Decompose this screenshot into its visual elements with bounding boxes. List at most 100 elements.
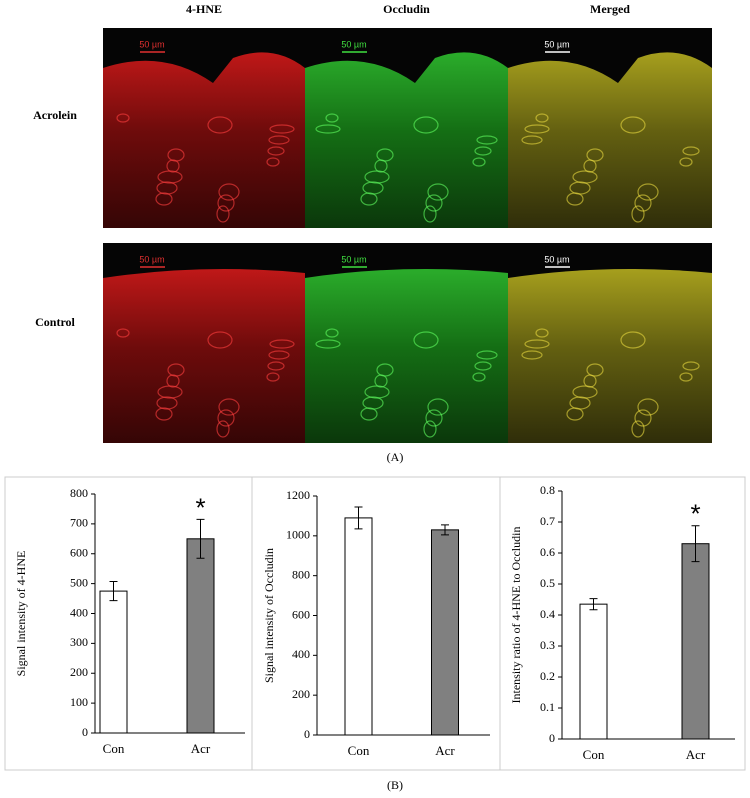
y-tick-label: 200 (292, 687, 310, 701)
cell (679, 372, 693, 382)
error-bar (691, 525, 700, 563)
tissue (508, 269, 712, 443)
scale-bar-label: 50 µm (544, 39, 569, 49)
cell (423, 205, 437, 223)
cell (427, 398, 449, 416)
cell (216, 420, 230, 438)
y-tick-label: 1000 (286, 528, 310, 542)
cell (472, 372, 486, 382)
cell (620, 116, 646, 134)
x-tick-label: Acr (435, 743, 455, 758)
cell (425, 194, 443, 212)
cell (269, 339, 295, 349)
scale-bar-label: 50 µm (341, 39, 366, 49)
error-bar (109, 581, 118, 602)
cell (374, 374, 388, 388)
panel-b-label: (B) (387, 778, 403, 792)
x-tick-label: Con (103, 741, 125, 756)
cell (476, 135, 498, 145)
bar (579, 603, 608, 740)
scale-bar-label: 50 µm (341, 254, 366, 264)
tissue (103, 269, 305, 443)
x-tick-label: Acr (686, 747, 706, 762)
y-tick-label: 1200 (286, 488, 310, 502)
y-axis-label: Signal intensity of Occludin (262, 548, 276, 683)
cell (682, 361, 700, 371)
bar (99, 590, 128, 734)
panel-b-frame (4, 476, 746, 771)
y-tick-label: 0.6 (540, 545, 555, 559)
cell (474, 361, 492, 371)
y-tick-label: 0.2 (540, 669, 555, 683)
cell (360, 407, 378, 421)
error-bar (441, 524, 449, 536)
cell (266, 157, 280, 167)
cell (267, 146, 285, 156)
cell (166, 159, 180, 173)
x-tick-label: Con (348, 743, 370, 758)
cell (474, 146, 492, 156)
cell (207, 116, 233, 134)
cell (360, 192, 378, 206)
tissue (305, 269, 508, 443)
row-label: Acrolein (33, 108, 77, 122)
y-tick-label: 0.7 (540, 514, 555, 528)
cell (631, 205, 645, 223)
cell (425, 409, 443, 427)
cell (157, 170, 183, 184)
y-tick-label: 0.3 (540, 638, 555, 652)
cell (217, 409, 235, 427)
y-tick-label: 500 (70, 575, 88, 589)
cell (157, 385, 183, 399)
cell (116, 328, 130, 338)
cell (268, 135, 290, 145)
scale-bar-label: 50 µm (139, 39, 164, 49)
x-tick-label: Con (583, 747, 605, 762)
cell (207, 331, 233, 349)
y-tick-label: 0.5 (540, 576, 555, 590)
cell (535, 113, 549, 123)
cell (535, 328, 549, 338)
cell (637, 398, 659, 416)
cell (521, 135, 543, 145)
column-header: Occludin (383, 2, 430, 16)
cell (267, 361, 285, 371)
bar (681, 543, 710, 740)
cell (266, 372, 280, 382)
bar (344, 517, 373, 736)
cell (472, 157, 486, 167)
cell (521, 350, 543, 360)
y-tick-label: 600 (292, 607, 310, 621)
cell (524, 339, 550, 349)
scale-bar-label: 50 µm (139, 254, 164, 264)
cell (315, 339, 341, 349)
bar (186, 538, 215, 734)
cell (682, 146, 700, 156)
cell (413, 116, 439, 134)
cell (566, 192, 584, 206)
cell (374, 159, 388, 173)
cell (586, 363, 604, 377)
bar (431, 529, 459, 736)
error-bar (589, 598, 598, 611)
column-header: 4-HNE (186, 2, 222, 16)
cell (586, 148, 604, 162)
significance-mark: * (690, 499, 700, 529)
cell (116, 113, 130, 123)
cell (216, 205, 230, 223)
cell (269, 124, 295, 134)
y-axis-label: Signal intensity of 4-HNE (14, 551, 28, 677)
row-label: Control (35, 315, 75, 329)
y-tick-label: 0.4 (540, 607, 555, 621)
cell (315, 124, 341, 134)
cell (325, 113, 339, 123)
cell (427, 183, 449, 201)
cell (155, 192, 173, 206)
y-tick-label: 100 (70, 695, 88, 709)
cell (476, 350, 498, 360)
cell (325, 328, 339, 338)
y-tick-label: 200 (70, 665, 88, 679)
cell (524, 124, 550, 134)
y-tick-label: 0 (549, 731, 555, 745)
